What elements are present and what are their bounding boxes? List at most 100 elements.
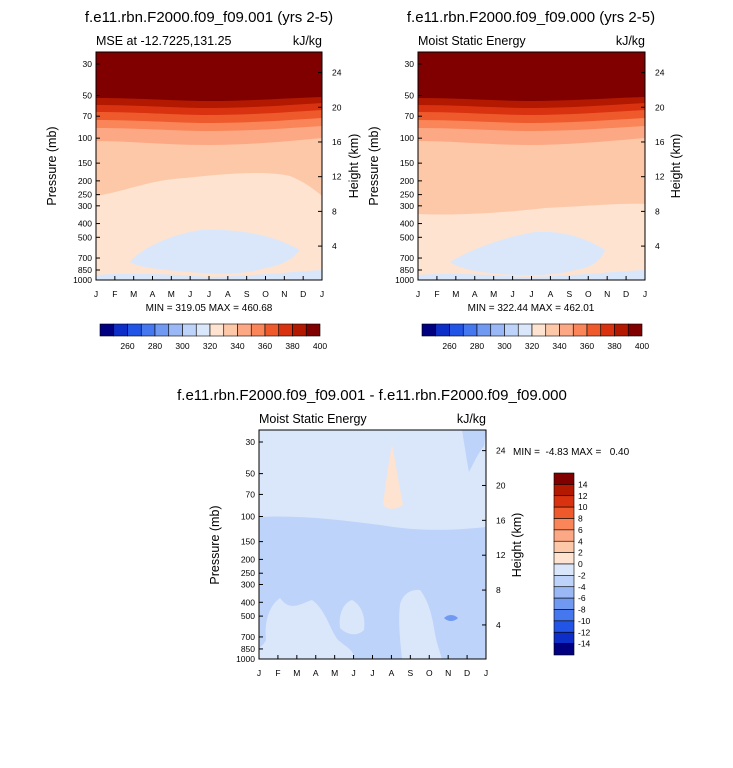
diff-right-axis: 24 20 16 12 8 4 [482,446,506,630]
colorbar-label: 12 [578,491,588,501]
diff-panel: f.e11.rbn.F2000.f09_f09.001 - f.e11.rbn.… [177,387,629,678]
left-title: f.e11.rbn.F2000.f09_f09.001 (yrs 2-5) [85,9,333,26]
pressure-tick-label: 250 [400,190,414,200]
contour-band [399,589,442,659]
month-tick-label: J [94,289,98,299]
colorbar-label: 400 [635,341,649,351]
month-tick-label: O [262,289,269,299]
pressure-tick-label: 850 [400,265,414,275]
pressure-tick-label: 100 [400,133,414,143]
month-tick-label: J [416,289,420,299]
height-tick-label: 16 [655,137,665,147]
month-tick-label: J [320,289,324,299]
pressure-tick-label: 30 [246,437,256,447]
colorbar-swatch [476,323,492,337]
left-panel: f.e11.rbn.F2000.f09_f09.001 (yrs 2-5) MS… [45,9,361,351]
month-tick-label: O [585,289,592,299]
colorbar-swatch [586,323,602,337]
colorbar-label: -4 [578,582,586,592]
pressure-tick-label: 400 [78,219,92,229]
left-right-axis: 24 20 16 12 8 4 [318,68,342,251]
month-tick-label: A [548,289,554,299]
colorbar-label: 380 [607,341,621,351]
colorbar-swatch [553,472,575,485]
right-ylabel-right: Height (km) [669,134,683,199]
colorbar-swatch [209,323,225,337]
month-tick-label: A [225,289,231,299]
colorbar-swatch [517,323,533,337]
pressure-tick-label: 1000 [73,275,92,285]
pressure-tick-label: 850 [78,265,92,275]
left-colorbar: 260 280 300 320 340 360 380 400 [99,323,327,351]
colorbar-label: 14 [578,479,588,489]
contour-band [418,52,645,101]
diff-ylabel-right: Height (km) [510,513,524,578]
colorbar-swatch [627,323,643,337]
colorbar-swatch [99,323,115,337]
month-tick-label: D [300,289,306,299]
pressure-tick-label: 300 [241,579,255,589]
colorbar-swatch [140,323,156,337]
colorbar-label: -8 [578,605,586,615]
month-tick-label: S [244,289,250,299]
colorbar-label: 10 [578,502,588,512]
month-tick-label: O [426,668,433,678]
pressure-tick-label: 700 [400,253,414,263]
colorbar-swatch [504,323,519,337]
right-title: f.e11.rbn.F2000.f09_f09.000 (yrs 2-5) [407,9,655,26]
pressure-tick-label: 100 [78,133,92,143]
colorbar-swatch [278,323,293,337]
pressure-tick-label: 500 [400,232,414,242]
month-tick-label: J [510,289,514,299]
month-tick-label: M [331,668,338,678]
month-tick-label: J [351,668,355,678]
colorbar-swatch [553,506,575,519]
left-subtitle: MSE at -12.7225,131.25 [96,34,232,48]
colorbar-label: 340 [230,341,244,351]
colorbar-label: -2 [578,570,586,580]
height-tick-label: 12 [496,550,506,560]
colorbar-label: 380 [285,341,299,351]
pressure-tick-label: 70 [405,111,415,121]
diff-title: f.e11.rbn.F2000.f09_f09.001 - f.e11.rbn.… [177,387,567,404]
diff-stats: MIN = -4.83 MAX = 0.40 [513,447,630,458]
right-contour-field [418,52,645,280]
colorbar-swatch [553,563,575,576]
pressure-tick-label: 1000 [236,654,255,664]
month-tick-label: J [643,289,647,299]
contour-band [339,600,365,635]
colorbar-swatch [292,323,307,337]
colorbar-swatch [113,323,128,337]
colorbar-label: 280 [470,341,484,351]
pressure-tick-label: 850 [241,644,255,654]
pressure-tick-label: 70 [83,111,93,121]
contour-band [220,254,236,262]
month-tick-label: F [275,668,280,678]
left-ylabel: Pressure (mb) [45,126,59,205]
colorbar-label: 260 [442,341,456,351]
colorbar-label: 6 [578,525,583,535]
diff-ylabel: Pressure (mb) [208,505,222,584]
colorbar-swatch [553,597,575,610]
colorbar-label: 280 [148,341,162,351]
month-tick-label: A [389,668,395,678]
month-tick-label: J [484,668,488,678]
colorbar-swatch [600,323,615,337]
month-tick-label: M [452,289,459,299]
height-tick-label: 24 [332,68,342,78]
pressure-tick-label: 50 [246,469,256,479]
colorbar-swatch [553,631,575,644]
colorbar-swatch [531,323,547,337]
month-tick-label: N [281,289,287,299]
colorbar-label: 300 [497,341,511,351]
left-units: kJ/kg [293,34,322,48]
diff-subtitle: Moist Static Energy [259,412,367,426]
month-tick-label: F [434,289,439,299]
right-units: kJ/kg [616,34,645,48]
diff-units: kJ/kg [457,412,486,426]
colorbar-label: -6 [578,593,586,603]
